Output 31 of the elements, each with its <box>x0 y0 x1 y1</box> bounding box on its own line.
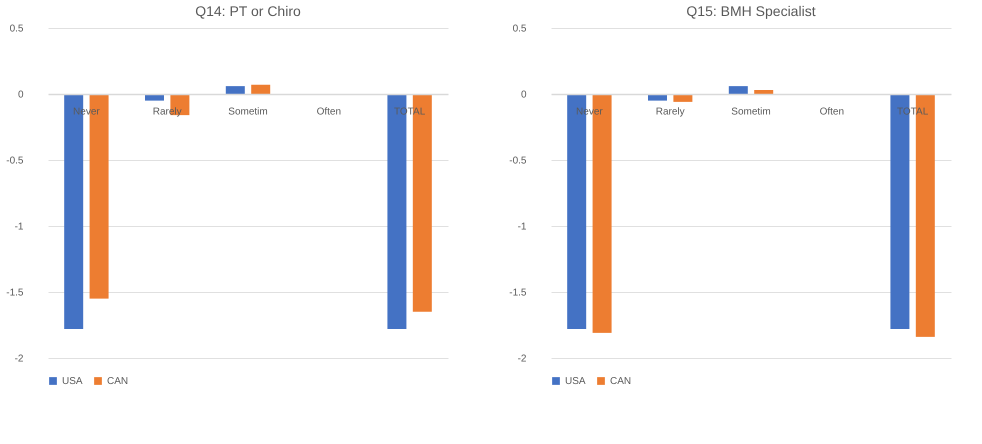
y-tick-label: 0 <box>520 90 527 100</box>
y-tick-label: 0.5 <box>10 24 24 34</box>
legend-label: CAN <box>610 376 632 387</box>
x-tick-label: Often <box>316 106 342 118</box>
x-tick-label: TOTAL <box>394 106 426 118</box>
x-tick-label: Never <box>576 106 604 118</box>
y-tick-label: -2 <box>518 354 527 364</box>
x-tick-label: Sometim <box>731 106 771 118</box>
y-tick-label: 0.5 <box>512 24 527 34</box>
bar <box>728 86 748 94</box>
legend-label: USA <box>62 376 83 387</box>
x-tick-label: Sometim <box>228 106 268 118</box>
y-tick-label: -2 <box>14 354 24 364</box>
bar <box>754 90 774 94</box>
y-tick-label: -1 <box>14 222 24 232</box>
x-tick-label: Rarely <box>656 106 685 118</box>
y-tick-label: -1.5 <box>6 288 24 298</box>
legend-label: USA <box>565 376 586 387</box>
y-tick-label: -0.5 <box>6 156 24 166</box>
y-tick-label: -1.5 <box>509 288 527 298</box>
x-tick-label: TOTAL <box>896 106 929 118</box>
chart-title: Q15: BMH Specialist <box>686 3 816 19</box>
x-tick-label: Never <box>73 106 100 118</box>
y-tick-label: -0.5 <box>509 156 527 166</box>
y-tick-label: -1 <box>518 222 527 232</box>
bar <box>251 84 270 94</box>
x-tick-label: Often <box>820 106 844 118</box>
y-tick-label: 0 <box>18 90 24 100</box>
bar <box>226 86 245 94</box>
legend-label: CAN <box>107 376 128 387</box>
chart-title: Q14: PT or Chiro <box>195 3 301 19</box>
